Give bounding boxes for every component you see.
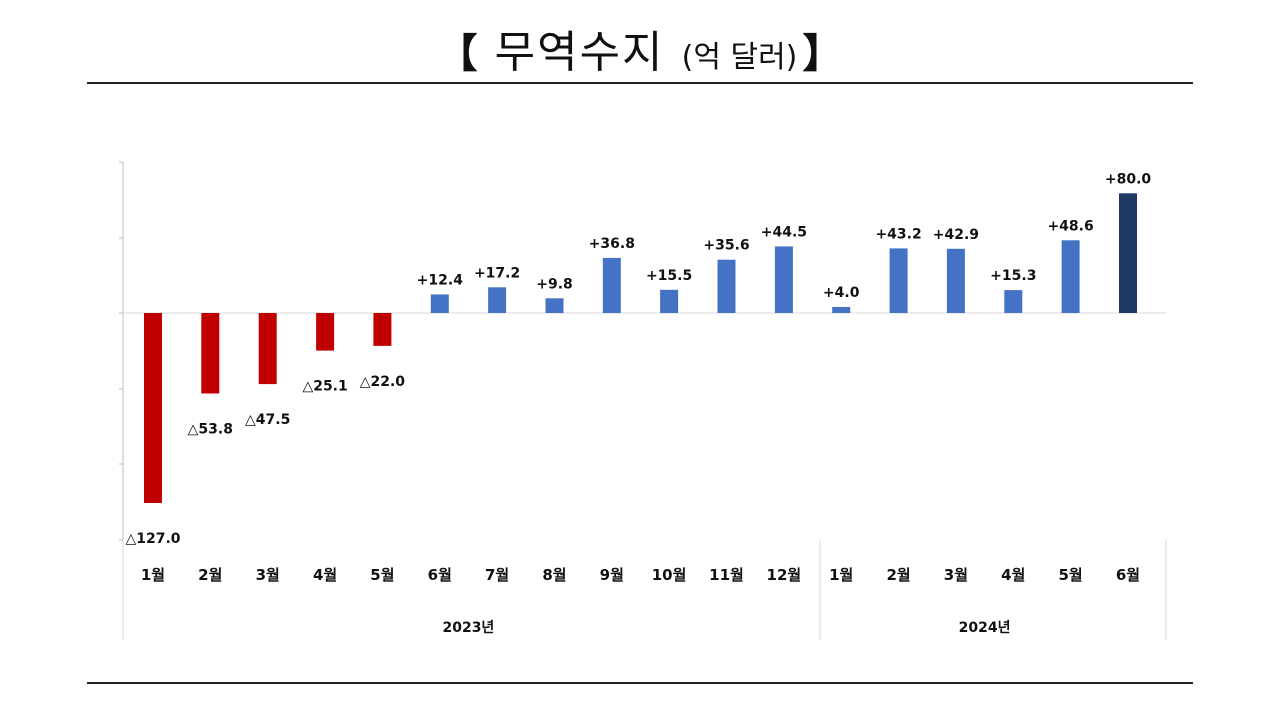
- data-label: △47.5: [245, 412, 290, 428]
- category-label: 6월: [428, 566, 452, 584]
- category-label: 4월: [1001, 566, 1025, 584]
- data-label: +43.2: [875, 226, 921, 242]
- data-label: +44.5: [761, 224, 807, 240]
- bar: [201, 313, 220, 394]
- data-label: +9.8: [536, 276, 573, 292]
- title-main: 무역수지: [494, 27, 665, 78]
- year-group-label: 2024년: [959, 620, 1011, 636]
- bar: [946, 248, 965, 313]
- top-rule: [87, 82, 1193, 84]
- category-label: 5월: [1058, 566, 1082, 584]
- category-label: 3월: [944, 566, 968, 584]
- bar: [316, 313, 335, 351]
- category-label: 1월: [141, 566, 165, 584]
- bar: [832, 307, 851, 313]
- bar: [545, 298, 564, 313]
- data-label: +17.2: [474, 265, 520, 281]
- bar: [889, 248, 908, 313]
- chart-title: 【 무역수지 (억 달러) 】: [0, 16, 1280, 80]
- data-label: +12.4: [417, 272, 464, 288]
- category-label: 6월: [1116, 566, 1140, 584]
- bar: [430, 294, 449, 313]
- year-group-label: 2023년: [442, 620, 494, 636]
- data-label: △53.8: [188, 422, 233, 438]
- data-label: +15.5: [646, 268, 692, 284]
- bar: [717, 259, 736, 313]
- category-label: 1월: [829, 566, 853, 584]
- bar: [373, 313, 392, 346]
- title-open-bracket: 【: [437, 31, 478, 77]
- data-label: +36.8: [589, 236, 635, 252]
- data-label: △25.1: [302, 379, 347, 395]
- data-label: +15.3: [990, 268, 1036, 284]
- data-label: +48.6: [1047, 218, 1093, 234]
- category-label: 7월: [485, 566, 509, 584]
- category-label: 3월: [256, 566, 280, 584]
- category-label: 4월: [313, 566, 337, 584]
- data-label: △22.0: [360, 374, 406, 390]
- data-label: +80.0: [1105, 171, 1152, 187]
- bar: [1004, 290, 1023, 313]
- category-label: 2월: [198, 566, 222, 584]
- data-label: +35.6: [703, 238, 749, 254]
- category-label: 10월: [652, 566, 687, 584]
- data-label: △127.0: [125, 531, 180, 547]
- bar: [488, 287, 507, 313]
- bar: [1119, 193, 1137, 313]
- category-label: 12월: [767, 566, 802, 584]
- bar: [144, 313, 162, 503]
- bar: [774, 246, 793, 313]
- bar: [602, 257, 621, 313]
- bar: [660, 289, 679, 313]
- data-label: +4.0: [823, 285, 860, 301]
- title-unit: (억 달러): [681, 40, 798, 75]
- title-close-bracket: 】: [802, 31, 843, 77]
- bar: [1061, 240, 1080, 313]
- category-label: 5월: [370, 566, 394, 584]
- bar: [258, 313, 277, 385]
- category-label: 2월: [886, 566, 910, 584]
- data-label: +42.9: [933, 227, 979, 243]
- category-label: 9월: [600, 566, 624, 584]
- category-label: 8월: [542, 566, 566, 584]
- category-label: 11월: [709, 566, 744, 584]
- bottom-rule: [87, 682, 1193, 684]
